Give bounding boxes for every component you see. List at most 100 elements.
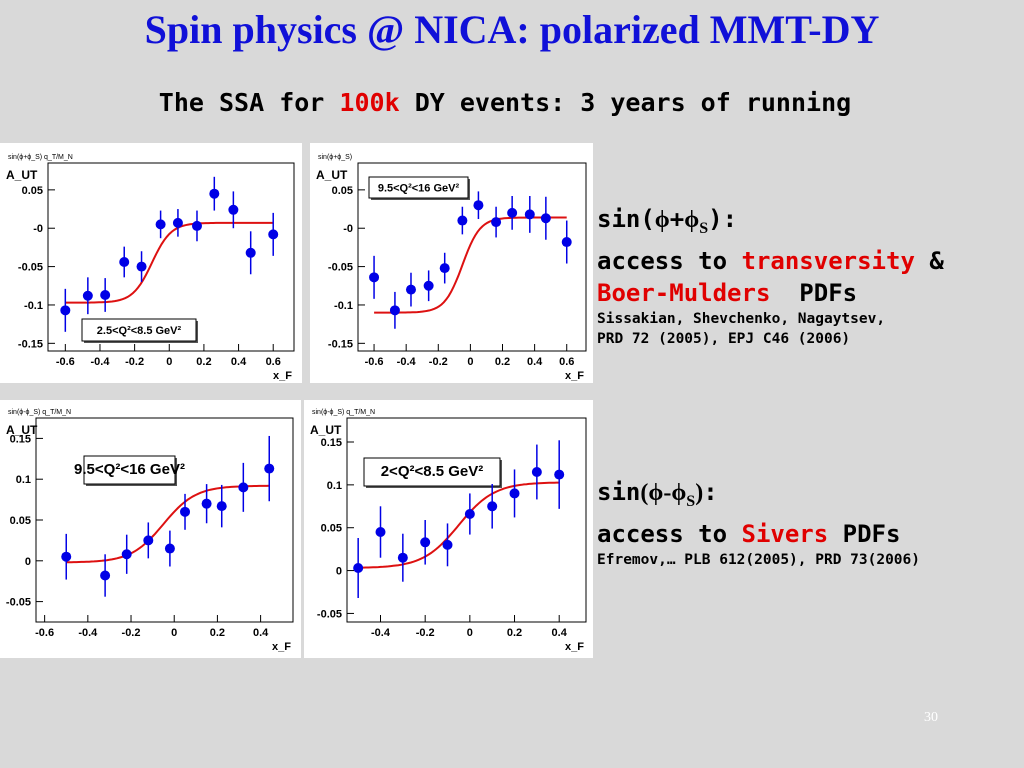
- y-tick-label: -0.15: [18, 338, 43, 350]
- x-tick-label: 0.2: [210, 627, 225, 639]
- note1-ref1: Sissakian, Shevchenko, Nagaytsev,: [597, 310, 886, 327]
- y-tick-label: 0.1: [327, 480, 342, 492]
- weight-label: sin(ϕ+ϕ_S): [318, 154, 352, 161]
- data-point: [209, 188, 220, 199]
- y-tick-label: -0.15: [328, 338, 353, 350]
- y-tick-label: 0.05: [321, 523, 342, 535]
- y-tick-label: -0.1: [24, 300, 43, 312]
- y-axis-title: A_UT: [6, 168, 38, 182]
- y-tick-label: 0.1: [16, 474, 31, 486]
- chart-panel-4: -0.05 0 0.05 0.1 0.15 -0.4 -0.2 0 0.2 0.4 x_F A_UT s…: [304, 400, 593, 658]
- x-tick-label: 0.2: [196, 356, 211, 368]
- x-tick-label: -0.4: [78, 627, 98, 639]
- data-point: [82, 290, 93, 301]
- q2-box: [363, 457, 501, 487]
- x-tick-label: 0: [166, 356, 172, 368]
- x-tick-label: -0.2: [125, 356, 144, 368]
- data-point: [540, 213, 551, 224]
- note1-line2: access to transversity &: [597, 246, 944, 275]
- fit-curve: [374, 216, 567, 314]
- note1-ref2: PRD 72 (2005), EPJ C46 (2006): [597, 330, 851, 347]
- data-point: [389, 305, 400, 316]
- data-point: [268, 229, 279, 240]
- x-axis-title: x_F: [272, 641, 291, 653]
- data-point: [507, 207, 518, 218]
- fit-curve: [65, 221, 274, 304]
- data-point: [60, 305, 71, 316]
- x-tick-label: 0.4: [231, 356, 247, 368]
- x-tick-label: 0.4: [552, 627, 568, 639]
- subtitle-pre: The SSA for: [158, 88, 340, 117]
- x-tick-label: -0.2: [416, 627, 435, 639]
- x-tick-label: 0.4: [253, 627, 269, 639]
- x-axis-title: x_F: [565, 370, 584, 382]
- data-point: [473, 200, 484, 211]
- data-point: [375, 527, 386, 537]
- data-point: [180, 506, 191, 517]
- plot-frame: [346, 417, 587, 623]
- x-tick-label: 0.6: [559, 356, 574, 368]
- data-point: [164, 543, 175, 554]
- note-transversity: sin(ϕ+ϕS): access to transversity & Boer…: [597, 203, 944, 349]
- fit-curve: [358, 481, 560, 569]
- page-number: 30: [924, 710, 938, 725]
- data-point: [369, 272, 380, 283]
- x-tick-label: -0.2: [122, 627, 141, 639]
- chart-3: -0.05 0 0.05 0.1 0.15 -0.6 -0.4 -0.2 0 0.2 0.4x_F A…: [6, 409, 294, 653]
- q2-range-label: 9.5<Q²<16 GeV²: [74, 461, 185, 478]
- data-point: [554, 469, 565, 480]
- data-point: [201, 498, 212, 509]
- x-tick-label: -0.6: [365, 356, 384, 368]
- note2-line2: access to Sivers PDFs: [597, 519, 901, 548]
- data-point: [172, 217, 183, 228]
- data-point: [155, 219, 166, 230]
- q2-box: [368, 176, 469, 199]
- chart-panel-3: -0.05 0 0.05 0.1 0.15 -0.6 -0.4 -0.2 0 0.2 0.4 x_F A…: [0, 400, 301, 658]
- plot-frame: [47, 162, 295, 352]
- data-point: [119, 256, 130, 267]
- y-tick-label: -0.05: [317, 608, 342, 620]
- slide-subtitle: The SSA for 100k DY events: 3 years of r…: [0, 88, 1010, 117]
- x-tick-label: 0: [467, 356, 473, 368]
- x-tick-label: -0.2: [429, 356, 448, 368]
- data-point: [561, 237, 572, 248]
- chart-4: -0.05 0 0.05 0.1 0.15 -0.4 -0.2 0 0.2 0.4 x_F A_UT s…: [310, 409, 587, 653]
- y-tick-label: -0.05: [6, 597, 31, 609]
- q2-range-label: 2<Q²<8.5 GeV²: [381, 463, 484, 480]
- data-point: [100, 289, 111, 300]
- y-tick-label: -0.05: [328, 262, 353, 274]
- y-tick-label: 0.05: [332, 185, 353, 197]
- data-point: [353, 563, 364, 573]
- x-tick-label: 0: [171, 627, 177, 639]
- x-tick-label: 0: [467, 627, 473, 639]
- data-point: [143, 535, 154, 546]
- y-tick-label: 0: [25, 556, 31, 568]
- note2-label: sin(ϕ-ϕS):: [597, 478, 718, 510]
- note-sivers: sin(ϕ-ϕS): access to Sivers PDFs Efremov…: [597, 476, 920, 570]
- data-point: [136, 261, 147, 272]
- y-tick-label: 0.15: [321, 437, 342, 449]
- y-axis-title: A_UT: [316, 168, 348, 182]
- y-tick-label: -0: [33, 223, 43, 235]
- data-point: [524, 209, 535, 220]
- y-tick-label: 0.05: [10, 515, 31, 527]
- plot-frame: [35, 417, 294, 623]
- q2-box: [83, 455, 176, 485]
- note1-label: sin(ϕ+ϕS):: [597, 205, 738, 237]
- data-point: [457, 215, 468, 226]
- x-tick-label: -0.4: [397, 356, 417, 368]
- x-axis-title: x_F: [565, 641, 584, 653]
- y-tick-label: -0.05: [18, 262, 43, 274]
- slide-title: Spin physics @ NICA: polarized MMT-DY: [144, 7, 880, 52]
- data-point: [531, 467, 542, 477]
- note1-line3: Boer-Mulders PDFs: [597, 278, 858, 307]
- data-point: [121, 549, 132, 560]
- y-tick-label: -0.1: [334, 300, 353, 312]
- data-point: [228, 204, 239, 215]
- data-point: [264, 463, 275, 474]
- data-point: [245, 247, 256, 258]
- x-tick-label: -0.6: [56, 356, 75, 368]
- subtitle-event-count: 100k: [339, 88, 400, 117]
- x-axis-title: x_F: [273, 370, 292, 382]
- y-tick-label: 0.15: [10, 433, 31, 445]
